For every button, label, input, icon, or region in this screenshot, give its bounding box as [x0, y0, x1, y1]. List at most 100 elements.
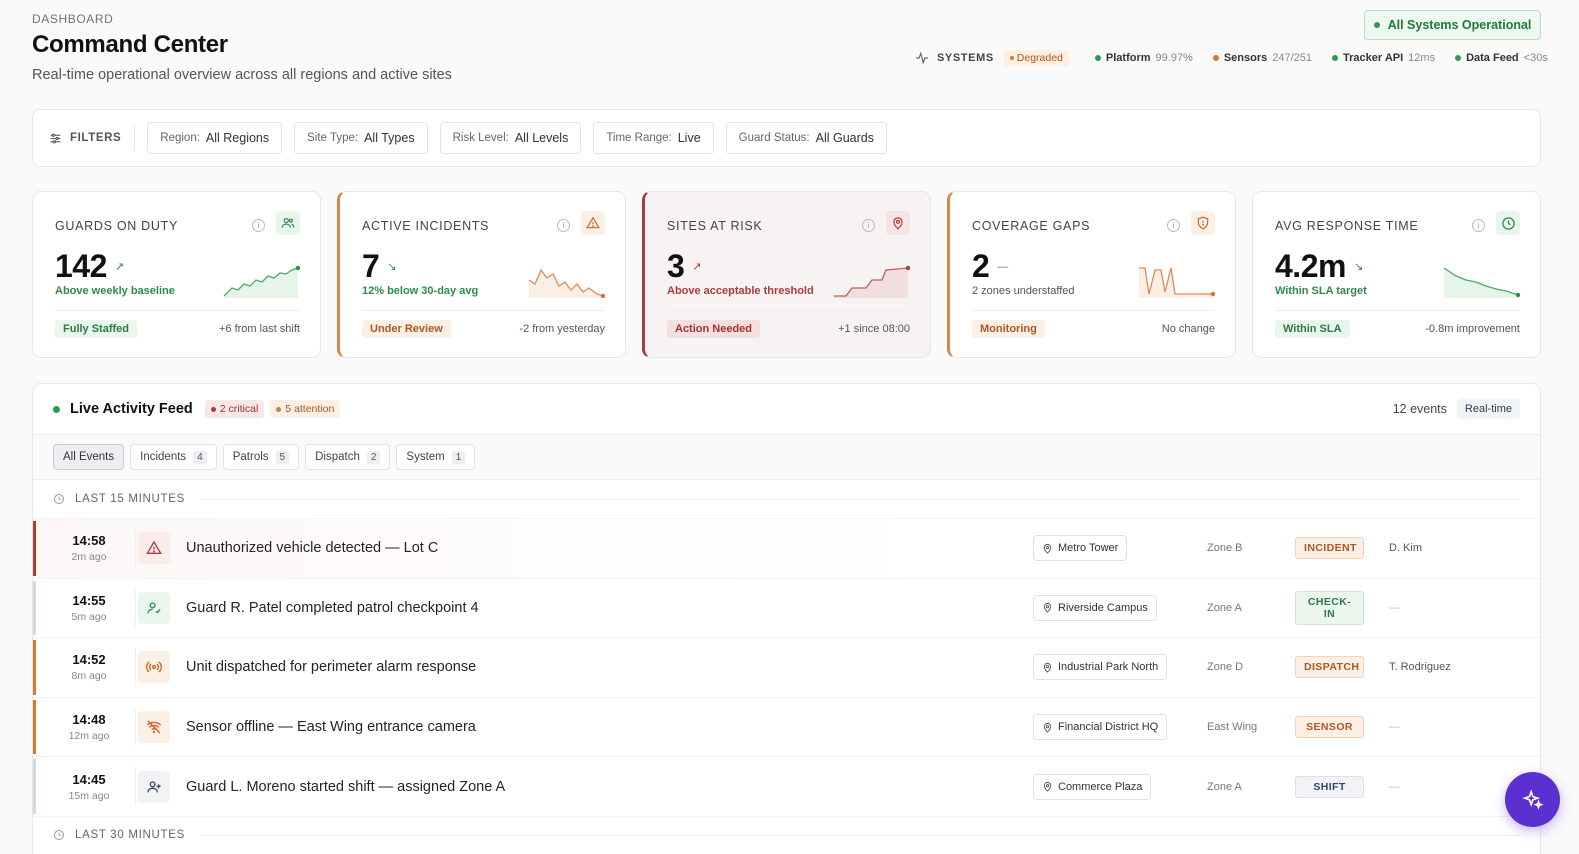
- info-icon[interactable]: i: [557, 219, 570, 232]
- event-description: Sensor offline — East Wing entrance came…: [186, 719, 476, 736]
- tab-system[interactable]: System 1: [396, 444, 476, 470]
- site-name: Commerce Plaza: [1058, 780, 1143, 793]
- site-location-chip[interactable]: Financial District HQ: [1033, 714, 1168, 741]
- card-divider: [55, 310, 300, 311]
- section-header-30m: LAST 30 MINUTES: [33, 815, 1540, 854]
- trend-down-icon: ↘: [1353, 261, 1363, 273]
- site-location-chip[interactable]: Riverside Campus: [1033, 594, 1157, 621]
- filter-guard-status[interactable]: Guard Status: All Guards: [725, 122, 887, 154]
- kpi-card-coverage[interactable]: COVERAGE GAPS i 2— 2 zones understaffed …: [947, 191, 1236, 358]
- alert-triangle-icon: [138, 532, 170, 565]
- kpi-label: SITES AT RISK: [667, 219, 763, 233]
- info-icon[interactable]: i: [1167, 219, 1180, 232]
- kpi-value-row: 142 ↗: [55, 248, 124, 285]
- kpi-caption: Above acceptable threshold: [667, 285, 814, 297]
- service-name: Sensors: [1223, 52, 1268, 64]
- event-time: 14:48 12m ago: [43, 712, 135, 742]
- systems-state: Degraded: [1016, 52, 1063, 64]
- feed-row[interactable]: 14:58 2m ago Unauthorized vehicle detecte…: [33, 518, 1540, 578]
- feed-row[interactable]: 14:48 12m ago Sensor offline — East Wing …: [33, 696, 1540, 757]
- users-icon: [276, 211, 300, 235]
- map-pin-icon: [1043, 782, 1052, 792]
- service-data-feed[interactable]: Data Feed <30s: [1455, 52, 1548, 64]
- event-zone: Zone A: [1207, 780, 1242, 793]
- kpi-value: 3: [667, 248, 685, 284]
- attention-count: 5 attention: [285, 403, 335, 415]
- tab-all-events[interactable]: All Events: [53, 444, 125, 470]
- feed-row[interactable]: 14:55 5m ago Guard R. Patel completed pat…: [33, 577, 1540, 638]
- service-value: 99.97%: [1155, 52, 1193, 64]
- tab-count: 4: [193, 450, 207, 464]
- site-location-chip[interactable]: Commerce Plaza: [1033, 773, 1152, 800]
- service-tracker-api[interactable]: Tracker API 12ms: [1332, 52, 1435, 64]
- map-pin-icon: [1043, 543, 1052, 554]
- info-icon[interactable]: i: [1472, 219, 1485, 232]
- clock-icon: [54, 830, 64, 841]
- site-location-chip[interactable]: Metro Tower: [1033, 535, 1128, 562]
- filter-key: Risk Level:: [452, 132, 509, 144]
- ai-assistant-button[interactable]: [1505, 772, 1560, 827]
- filters-label-text: FILTERS: [70, 132, 122, 144]
- filter-risk-level[interactable]: Risk Level: All Levels: [439, 122, 582, 154]
- card-divider: [667, 310, 910, 311]
- feed-row[interactable]: 14:52 8m ago Unit dispatched for perimete…: [33, 637, 1540, 697]
- section-header-15m: LAST 15 MINUTES: [33, 480, 1540, 518]
- status-badge: Action Needed: [667, 320, 761, 338]
- card-divider: [1275, 310, 1520, 311]
- kpi-label: ACTIVE INCIDENTS: [362, 219, 490, 233]
- realtime-badge[interactable]: Real-time: [1456, 399, 1520, 419]
- kpi-value: 2: [972, 248, 990, 284]
- service-name: Tracker API: [1343, 52, 1404, 64]
- kpi-card-guards[interactable]: GUARDS ON DUTY i 142 ↗ Above weekly basel…: [32, 191, 321, 358]
- site-name: Riverside Campus: [1058, 601, 1148, 614]
- kpi-card-sites-risk[interactable]: SITES AT RISK i 3 ↗ Above acceptable thre…: [642, 191, 931, 358]
- event-ago: 5m ago: [71, 610, 107, 623]
- tab-dispatch[interactable]: Dispatch 2: [305, 444, 391, 470]
- event-type-badge: CHECK-IN: [1295, 590, 1364, 625]
- filter-time-range[interactable]: Time Range: Live: [593, 122, 714, 154]
- event-zone: Zone D: [1207, 661, 1244, 674]
- tab-patrols[interactable]: Patrols 5: [222, 444, 300, 470]
- service-sensors[interactable]: Sensors 247/251: [1212, 52, 1313, 64]
- map-pin-icon: [886, 211, 910, 235]
- feed-header: Live Activity Feed 2 critical 5 attentio…: [33, 384, 1540, 435]
- service-value: 247/251: [1272, 52, 1313, 64]
- filter-site-type[interactable]: Site Type: All Types: [294, 122, 428, 154]
- site-location-chip[interactable]: Industrial Park North: [1033, 654, 1168, 681]
- site-name: Metro Tower: [1058, 542, 1119, 555]
- kpi-card-response[interactable]: AVG RESPONSE TIME i 4.2m ↘ Within SLA tar…: [1252, 191, 1541, 358]
- assigned-person: —: [1389, 721, 1400, 734]
- tab-count: 2: [366, 450, 381, 464]
- sparkline-chart: [1443, 267, 1520, 298]
- filter-region[interactable]: Region: All Regions: [147, 122, 283, 154]
- info-icon[interactable]: i: [252, 219, 265, 232]
- kpi-delta: +6 from last shift: [218, 323, 300, 335]
- kpi-caption: 2 zones understaffed: [972, 285, 1075, 297]
- info-icon[interactable]: i: [862, 219, 875, 232]
- ops-status-badge[interactable]: All Systems Operational: [1364, 10, 1541, 40]
- critical-dot-icon: [210, 406, 216, 412]
- tab-incidents[interactable]: Incidents 4: [130, 444, 217, 470]
- severity-bar: [33, 759, 36, 814]
- service-dot-icon: [1212, 55, 1219, 61]
- assigned-person: T. Rodriguez: [1389, 661, 1451, 674]
- card-divider: [362, 310, 605, 311]
- critical-count-badge: 2 critical: [204, 400, 265, 418]
- trend-down-icon: ↘: [387, 261, 397, 273]
- event-type-badge: DISPATCH: [1295, 656, 1364, 679]
- kpi-value-row: 7 ↘: [362, 248, 397, 285]
- alert-triangle-icon: [581, 211, 605, 235]
- event-time-value: 14:48: [72, 712, 106, 728]
- service-value: 12ms: [1408, 52, 1436, 64]
- page-eyebrow: DASHBOARD: [32, 12, 114, 26]
- service-platform[interactable]: Platform 99.97%: [1094, 52, 1193, 64]
- feed-row[interactable]: 14:45 15m ago Guard L. Moreno started shi…: [33, 756, 1540, 816]
- kpi-delta: -2 from yesterday: [519, 323, 605, 335]
- sparkline-chart: [834, 265, 910, 298]
- row-separator: [135, 707, 136, 747]
- clock-icon: [54, 494, 64, 504]
- kpi-card-incidents[interactable]: ACTIVE INCIDENTS i 7 ↘ 12% below 30-day a…: [337, 191, 626, 358]
- event-time-value: 14:45: [72, 771, 106, 787]
- tab-label: System: [406, 451, 445, 463]
- user-check-icon: [138, 591, 170, 624]
